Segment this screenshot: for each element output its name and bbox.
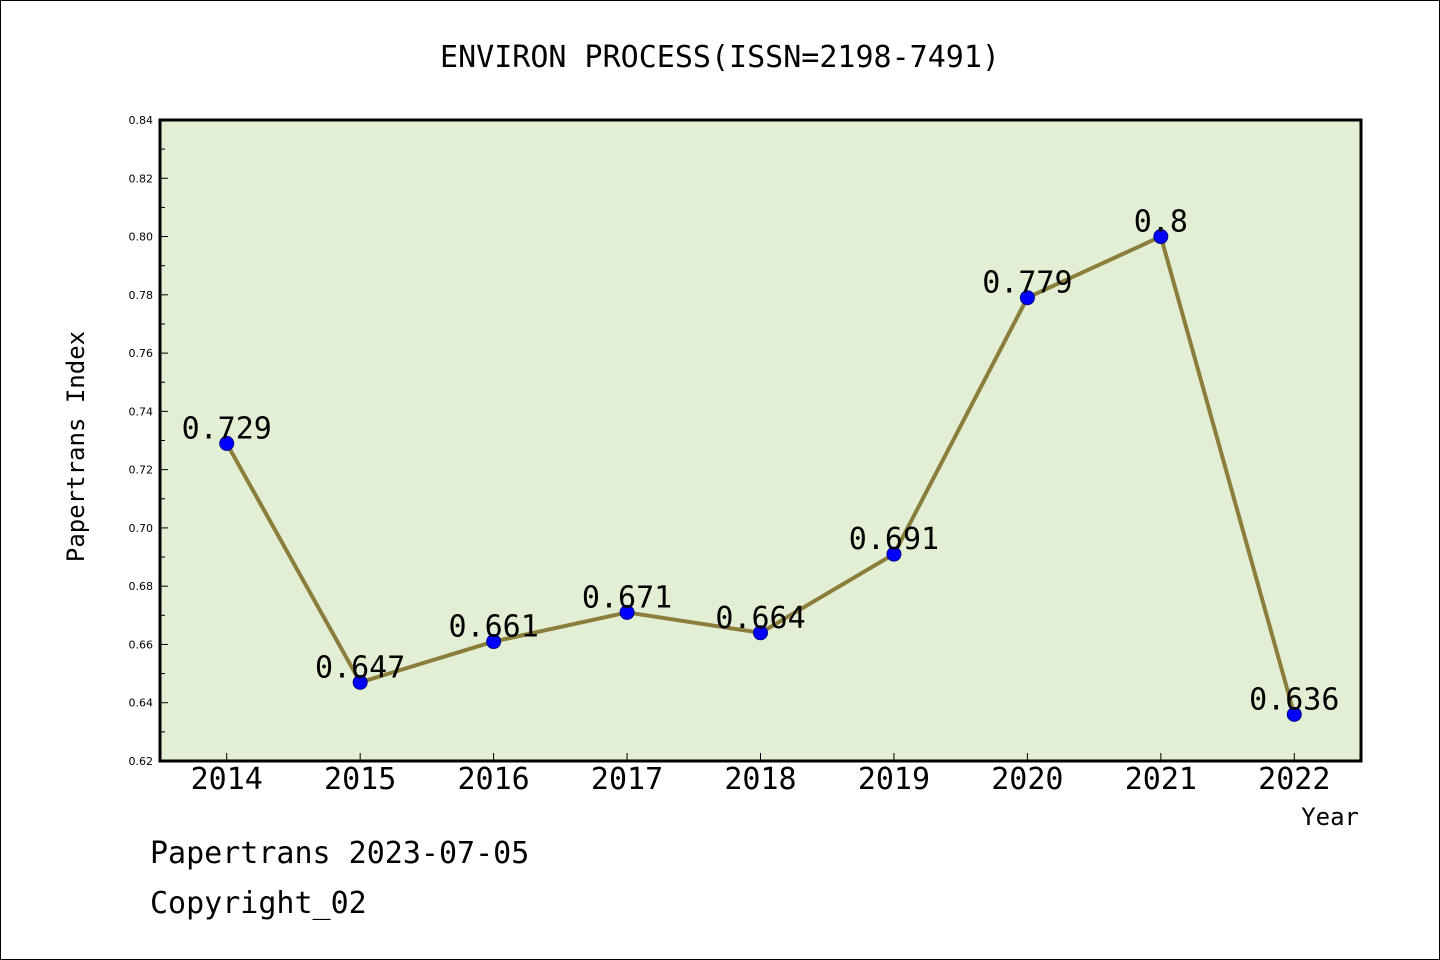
x-tick-label: 2020 (991, 762, 1063, 797)
y-tick-label: 0.70 (129, 522, 154, 535)
x-tick-label: 2018 (724, 762, 796, 797)
data-label: 0.636 (1249, 682, 1339, 717)
footer-copyright: Copyright_02 (150, 886, 367, 921)
y-tick-label: 0.76 (129, 347, 154, 360)
y-tick-label: 0.80 (129, 231, 154, 244)
series-group (219, 229, 1302, 722)
plot-area (158, 118, 1363, 763)
y-tick-label: 0.78 (129, 289, 154, 302)
y-tick-label: 0.66 (129, 638, 154, 651)
y-axis-label: Papertrans Index (62, 331, 90, 562)
x-tick-label: 2014 (191, 762, 263, 797)
data-label: 0.647 (315, 650, 405, 685)
x-tick-label: 2015 (324, 762, 396, 797)
y-tick-label: 0.72 (129, 464, 154, 477)
data-label: 0.729 (182, 411, 272, 446)
x-tick-label: 2022 (1258, 762, 1330, 797)
data-point (352, 674, 368, 690)
y-tick-label: 0.62 (129, 755, 154, 768)
chart-title: ENVIRON PROCESS(ISSN=2198-7491) (440, 40, 1000, 75)
x-tick-label: 2021 (1125, 762, 1197, 797)
y-tick-label: 0.68 (129, 580, 154, 593)
data-label: 0.691 (849, 522, 939, 557)
data-point (753, 625, 768, 641)
y-tick-label: 0.82 (129, 172, 154, 185)
data-label-group: 0.729 0.647 0.661 0.671 0.664 0.691 0.779 0.8 0.… (182, 205, 1340, 718)
y-axis: 0.62 0.64 0.66 0.68 0.70 0.72 0.74 0.76 0.78 0.80… (129, 114, 168, 768)
data-point (1019, 290, 1035, 306)
data-label: 0.671 (582, 580, 672, 615)
data-point (486, 634, 502, 650)
x-tick-label: 2019 (858, 762, 930, 797)
data-point (219, 435, 235, 451)
data-point (1286, 706, 1302, 722)
x-axis-label: Year (1301, 803, 1359, 831)
x-axis: 2014 2015 2016 2017 2018 2019 2020 2021 2022 (191, 753, 1330, 797)
data-label: 0.8 (1134, 205, 1188, 240)
data-label: 0.779 (982, 266, 1072, 301)
data-point (1153, 229, 1169, 245)
data-label: 0.664 (715, 601, 805, 636)
data-label: 0.661 (448, 610, 538, 645)
y-tick-label: 0.64 (129, 697, 154, 710)
y-tick-label: 0.74 (129, 405, 154, 418)
footer-date: Papertrans 2023-07-05 (150, 836, 530, 871)
data-point (619, 604, 635, 620)
y-tick-label: 0.84 (129, 114, 154, 127)
x-tick-label: 2017 (591, 762, 663, 797)
data-point (886, 546, 902, 562)
x-tick-label: 2016 (457, 762, 529, 797)
